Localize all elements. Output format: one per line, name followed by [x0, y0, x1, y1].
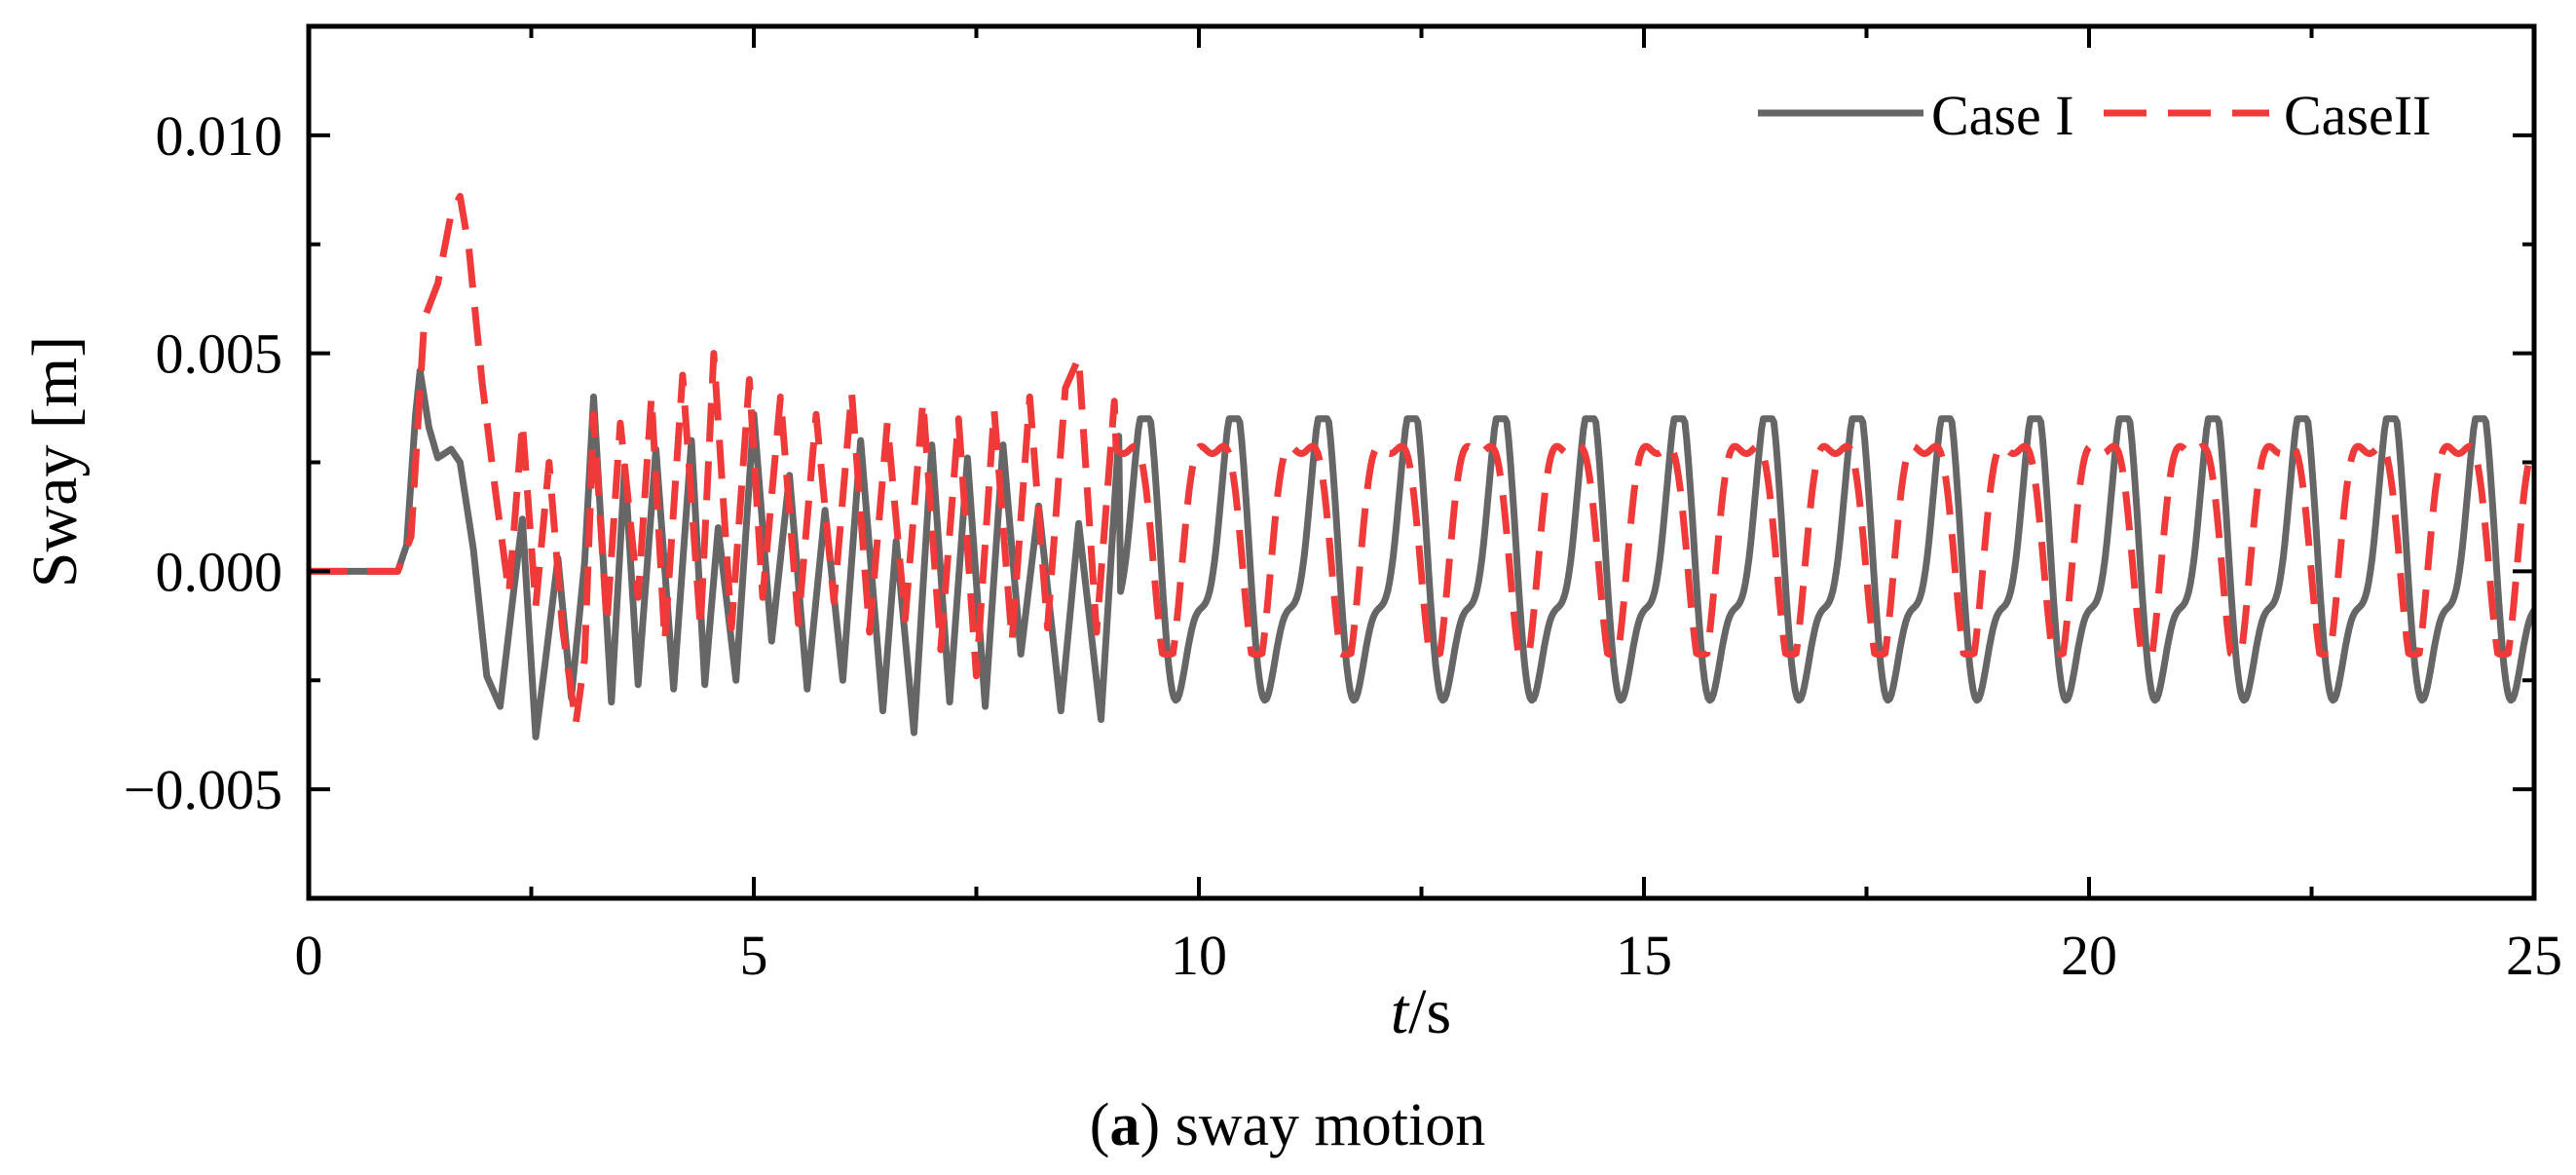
x-tick-label: 10	[1171, 924, 1227, 987]
x-tick-label: 15	[1616, 924, 1672, 987]
x-axis-title: t/s	[1391, 976, 1451, 1047]
y-tick-label: 0.000	[156, 540, 283, 603]
legend: Case I CaseII	[1758, 84, 2431, 147]
legend-label-case-i: Case I	[1931, 84, 2074, 147]
figure-caption: (a) sway motion	[1090, 1092, 1485, 1158]
series-layer	[309, 193, 2534, 740]
x-tick-label: 5	[740, 924, 768, 987]
y-tick-label: 0.010	[156, 104, 283, 168]
y-tick-label: −0.005	[124, 758, 282, 821]
series-line-case-i	[309, 367, 2534, 740]
legend-label-case-ii: CaseII	[2284, 84, 2431, 147]
x-axis-title-unit: /s	[1408, 976, 1451, 1047]
x-axis-title-variable: t	[1391, 976, 1410, 1047]
x-tick-label: 0	[295, 924, 323, 987]
figure-caption-label: a	[1109, 1092, 1139, 1158]
y-axis-title: Sway [m]	[19, 336, 91, 588]
x-tick-label: 20	[2061, 924, 2117, 987]
series-line-case-ii	[309, 193, 2534, 728]
tick-layer: 0 5 10 15 20 25 −0.005 0.000 0.005 0.010	[124, 26, 2562, 987]
y-tick-label: 0.005	[156, 322, 283, 386]
x-tick-label: 25	[2506, 924, 2562, 987]
figure-caption-text: sway motion	[1160, 1092, 1485, 1158]
